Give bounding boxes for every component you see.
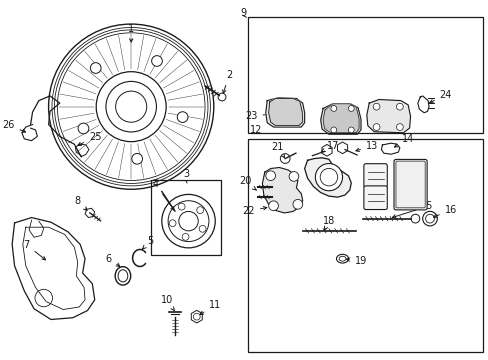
Text: 4: 4 (152, 179, 174, 210)
Circle shape (330, 105, 336, 111)
Circle shape (372, 123, 379, 130)
Circle shape (54, 30, 207, 184)
Text: 1: 1 (128, 24, 134, 42)
Circle shape (315, 163, 342, 191)
Text: 26: 26 (2, 120, 25, 132)
Text: 18: 18 (323, 216, 335, 230)
Circle shape (179, 211, 198, 231)
Circle shape (396, 123, 403, 130)
Circle shape (177, 112, 187, 122)
Circle shape (96, 72, 166, 141)
Text: 19: 19 (346, 256, 366, 266)
Circle shape (115, 91, 146, 122)
Text: 16: 16 (433, 205, 456, 217)
Text: 15: 15 (391, 201, 433, 218)
Circle shape (372, 103, 379, 110)
Polygon shape (366, 99, 410, 133)
Text: 8: 8 (75, 196, 87, 210)
Circle shape (330, 127, 336, 133)
Text: 22: 22 (242, 206, 266, 216)
Circle shape (52, 27, 210, 186)
Text: 2: 2 (222, 70, 232, 93)
Text: 17: 17 (321, 140, 339, 152)
Circle shape (320, 168, 337, 186)
Text: 10: 10 (160, 296, 174, 311)
Circle shape (347, 105, 353, 111)
Circle shape (265, 171, 275, 181)
Polygon shape (304, 158, 350, 197)
Text: 12: 12 (250, 125, 262, 135)
Circle shape (288, 172, 298, 181)
Text: 9: 9 (240, 8, 246, 18)
Circle shape (78, 123, 89, 134)
Text: 24: 24 (429, 90, 451, 103)
Circle shape (151, 56, 162, 66)
Circle shape (169, 220, 176, 226)
Bar (247, 139, 483, 352)
Text: 23: 23 (244, 111, 280, 121)
Circle shape (90, 63, 101, 73)
Bar (247, 17, 483, 134)
Circle shape (57, 33, 204, 180)
Text: 21: 21 (270, 141, 284, 158)
Circle shape (178, 203, 184, 210)
Circle shape (199, 225, 205, 232)
Text: 6: 6 (105, 253, 120, 266)
Text: 5: 5 (142, 237, 153, 249)
Text: 11: 11 (200, 300, 221, 315)
Polygon shape (268, 98, 302, 126)
Bar (150, 180, 221, 255)
Circle shape (182, 234, 188, 240)
Text: 3: 3 (183, 169, 189, 179)
Text: 13: 13 (355, 140, 377, 152)
Text: 25: 25 (78, 132, 101, 145)
Polygon shape (323, 104, 358, 133)
Polygon shape (265, 98, 304, 127)
Polygon shape (320, 104, 360, 134)
Circle shape (162, 194, 215, 248)
Text: 20: 20 (238, 176, 256, 190)
Polygon shape (262, 167, 302, 213)
FancyBboxPatch shape (363, 186, 386, 210)
Circle shape (196, 207, 203, 213)
Circle shape (48, 24, 213, 189)
FancyBboxPatch shape (363, 164, 386, 187)
Circle shape (347, 127, 353, 133)
Circle shape (132, 153, 142, 164)
Circle shape (106, 81, 156, 132)
Circle shape (268, 201, 278, 211)
FancyBboxPatch shape (393, 159, 426, 210)
Text: 14: 14 (394, 134, 413, 147)
Circle shape (168, 201, 208, 242)
Circle shape (396, 103, 403, 110)
Circle shape (292, 199, 302, 209)
Text: 7: 7 (23, 240, 45, 260)
